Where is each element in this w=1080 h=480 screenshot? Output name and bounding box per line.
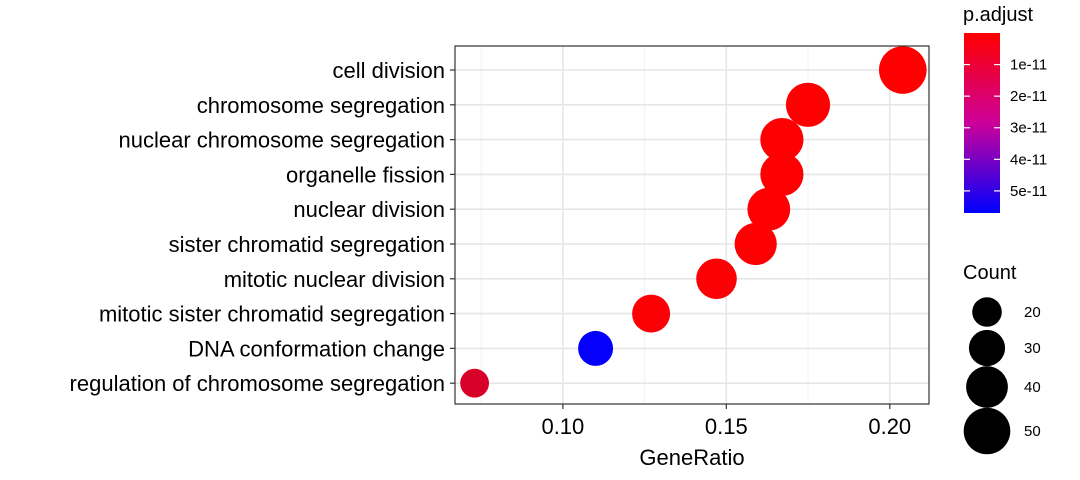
p-adjust-legend: p.adjust 1e-11 2e-11 3e-11 4e-11 5e-11 <box>963 4 1047 213</box>
x-axis-label: GeneRatio <box>639 445 744 470</box>
data-point <box>578 330 614 366</box>
count-legend-circle <box>966 366 1008 408</box>
colorbar-tick-label: 5e-11 <box>1010 183 1047 200</box>
grid-lines <box>455 46 929 404</box>
plot-border <box>454 45 930 405</box>
data-point <box>785 82 831 127</box>
data-point <box>760 118 804 162</box>
colorbar-tick-label: 1e-11 <box>1010 57 1047 74</box>
y-tick-label: nuclear division <box>293 197 445 222</box>
colorbar-ticks: 1e-11 2e-11 3e-11 4e-11 5e-11 <box>964 57 1047 200</box>
count-legend-title: Count <box>963 262 1017 284</box>
y-tick-labels: cell division chromosome segregation nucle… <box>70 58 455 396</box>
y-tick-label: sister chromatid segregation <box>169 232 445 257</box>
data-point <box>760 152 804 196</box>
p-adjust-legend-title: p.adjust <box>963 4 1033 26</box>
count-legend-circle <box>968 329 1006 367</box>
x-tick-label: 0.10 <box>541 414 584 439</box>
y-tick-label: mitotic sister chromatid segregation <box>99 302 445 327</box>
data-point <box>747 187 791 231</box>
count-legend-label: 20 <box>1024 304 1041 321</box>
data-points <box>460 46 927 398</box>
data-point <box>734 222 777 266</box>
x-tick-label: 0.15 <box>705 414 748 439</box>
y-tick-label: organelle fission <box>286 162 445 187</box>
y-tick-label: DNA conformation change <box>188 336 445 361</box>
colorbar-tick-label: 3e-11 <box>1010 120 1047 137</box>
colorbar-tick-label: 2e-11 <box>1010 88 1047 105</box>
y-tick-label: cell division <box>333 58 446 83</box>
y-tick-label: regulation of chromosome segregation <box>70 371 445 396</box>
count-legend-circle <box>963 407 1011 455</box>
count-legend-label: 50 <box>1024 423 1041 440</box>
x-tick-labels: 0.10 0.15 0.20 <box>541 404 911 439</box>
count-legend-items: 20 30 40 50 <box>963 297 1041 455</box>
data-point <box>460 368 489 398</box>
colorbar-tick-label: 4e-11 <box>1010 151 1047 168</box>
data-point <box>632 294 671 333</box>
data-point <box>696 258 737 300</box>
plot-panel <box>455 46 929 404</box>
p-adjust-colorbar <box>964 33 1000 213</box>
count-legend-circle <box>972 297 1002 327</box>
count-legend: Count 20 30 40 50 <box>963 262 1041 455</box>
data-point <box>879 46 927 94</box>
count-legend-label: 40 <box>1024 379 1041 396</box>
count-legend-label: 30 <box>1024 340 1041 357</box>
y-tick-label: chromosome segregation <box>197 93 445 118</box>
x-tick-label: 0.20 <box>868 414 911 439</box>
y-tick-label: nuclear chromosome segregation <box>118 128 445 153</box>
y-tick-label: mitotic nuclear division <box>224 267 445 292</box>
